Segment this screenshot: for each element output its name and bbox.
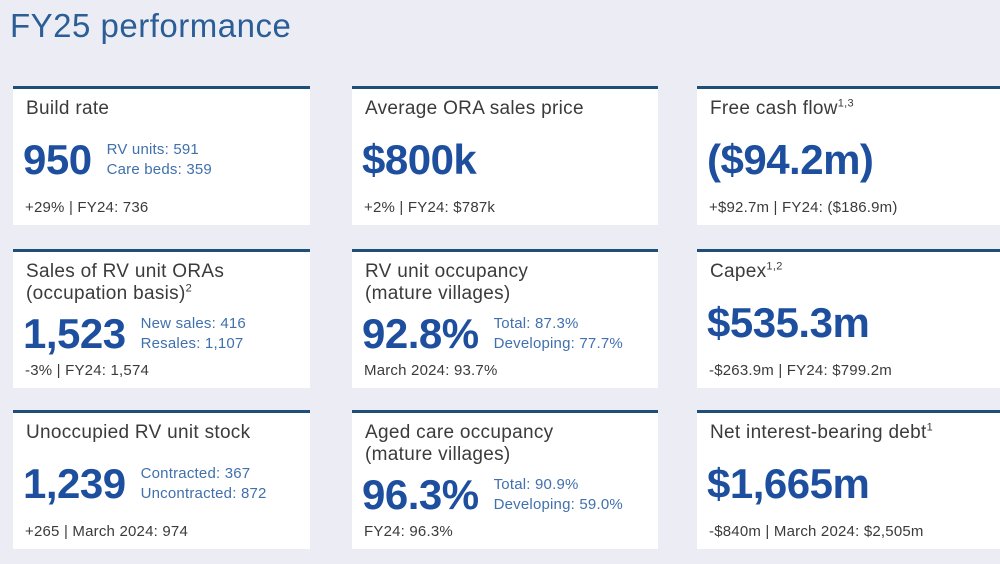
card-title-line: Free cash flow1,3: [710, 97, 854, 119]
card-title-line: Net interest-bearing debt1: [710, 421, 934, 443]
card-title-line: Unoccupied RV unit stock: [26, 422, 251, 443]
kpi-card-avg-ora-sales-price: Average ORA sales price $800k +2% | FY24…: [352, 86, 658, 225]
kpi-breakdown: RV units: 591 Care beds: 359: [107, 140, 212, 179]
kpi-breakdown-line: Uncontracted: 872: [140, 484, 267, 502]
kpi-breakdown-line: Contracted: 367: [140, 465, 251, 483]
kpi-value: $1,665m: [707, 459, 870, 507]
card-title: Sales of RV unit ORAs (occupation basis)…: [23, 261, 298, 306]
card-title-line: Aged care occupancy: [365, 422, 554, 443]
kpi-breakdown-line: Resales: 1,107: [140, 334, 244, 352]
kpi-value-row: 96.3% Total: 90.9% Developing: 59.0%: [362, 471, 646, 519]
kpi-breakdown-line: RV units: 591: [106, 141, 199, 159]
card-title: Average ORA sales price: [362, 98, 646, 120]
card-title-line: Build rate: [26, 98, 110, 119]
kpi-comparison: -$263.9m | FY24: $799.2m: [709, 362, 892, 379]
card-title: Capex1,2: [707, 261, 988, 283]
kpi-value-row: ($94.2m): [707, 136, 988, 184]
kpi-value: 1,523: [23, 309, 126, 357]
kpi-comparison: -$840m | March 2024: $2,505m: [709, 523, 924, 540]
kpi-card-net-interest-bearing-debt: Net interest-bearing debt1 $1,665m -$840…: [697, 410, 1000, 549]
card-title: Aged care occupancy (mature villages): [362, 422, 646, 467]
card-title-line: Average ORA sales price: [365, 98, 584, 119]
kpi-value: 950: [23, 135, 92, 183]
kpi-value-row: $800k: [362, 136, 646, 184]
footnote-superscript: 1,3: [837, 97, 854, 110]
kpi-value-row: 1,239 Contracted: 367 Uncontracted: 872: [23, 460, 298, 508]
kpi-breakdown-line: Total: 87.3%: [493, 315, 579, 333]
kpi-value-row: 92.8% Total: 87.3% Developing: 77.7%: [362, 310, 646, 358]
card-title-line: (mature villages): [365, 444, 511, 466]
kpi-card-aged-care-occupancy: Aged care occupancy (mature villages) 96…: [352, 410, 658, 549]
kpi-value: $535.3m: [707, 298, 870, 346]
kpi-breakdown-line: Care beds: 359: [106, 160, 212, 178]
kpi-value-row: 950 RV units: 591 Care beds: 359: [23, 136, 298, 184]
card-title: Net interest-bearing debt1: [707, 422, 988, 444]
kpi-breakdown: Total: 90.9% Developing: 59.0%: [494, 475, 623, 514]
kpi-value: 96.3%: [362, 470, 479, 518]
card-title-line: (mature villages): [365, 283, 511, 305]
card-title: Unoccupied RV unit stock: [23, 422, 298, 444]
footnote-superscript: 1,2: [766, 260, 783, 273]
kpi-value: 1,239: [23, 459, 126, 507]
kpi-breakdown: New sales: 416 Resales: 1,107: [141, 314, 246, 353]
card-title: RV unit occupancy (mature villages): [362, 261, 646, 306]
kpi-comparison: +29% | FY24: 736: [25, 199, 149, 216]
card-title-line: RV unit occupancy: [365, 261, 529, 282]
card-title: Free cash flow1,3: [707, 98, 988, 120]
kpi-breakdown: Contracted: 367 Uncontracted: 872: [141, 464, 267, 503]
card-title-line: Sales of RV unit ORAs: [26, 261, 225, 282]
kpi-card-capex: Capex1,2 $535.3m -$263.9m | FY24: $799.2…: [697, 249, 1000, 388]
kpi-value-row: 1,523 New sales: 416 Resales: 1,107: [23, 310, 298, 358]
kpi-comparison: -3% | FY24: 1,574: [25, 362, 150, 379]
kpi-comparison: +2% | FY24: $787k: [364, 199, 496, 216]
kpi-value-row: $535.3m: [707, 299, 988, 347]
kpi-value-row: $1,665m: [707, 460, 988, 508]
footnote-superscript: 2: [185, 283, 193, 296]
kpi-comparison: FY24: 96.3%: [364, 523, 453, 540]
kpi-card-rv-ora-sales: Sales of RV unit ORAs (occupation basis)…: [13, 249, 310, 388]
page-title: FY25 performance: [10, 7, 292, 44]
card-title: Build rate: [23, 98, 298, 120]
kpi-breakdown-line: Developing: 77.7%: [493, 334, 623, 352]
kpi-value: ($94.2m): [707, 135, 874, 183]
kpi-breakdown-line: Total: 90.9%: [493, 476, 579, 494]
kpi-value: $800k: [362, 135, 477, 183]
kpi-breakdown: Total: 87.3% Developing: 77.7%: [494, 314, 623, 353]
kpi-card-free-cash-flow: Free cash flow1,3 ($94.2m) +$92.7m | FY2…: [697, 86, 1000, 225]
kpi-comparison: March 2024: 93.7%: [364, 362, 498, 379]
kpi-value: 92.8%: [362, 309, 479, 357]
card-title-line: (occupation basis)2: [26, 283, 193, 305]
footnote-superscript: 1: [926, 421, 934, 434]
kpi-comparison: +$92.7m | FY24: ($186.9m): [709, 199, 898, 216]
kpi-breakdown-line: New sales: 416: [140, 315, 246, 333]
kpi-breakdown-line: Developing: 59.0%: [493, 495, 623, 513]
card-title-line: Capex1,2: [710, 260, 783, 282]
kpi-card-build-rate: Build rate 950 RV units: 591 Care beds: …: [13, 86, 310, 225]
kpi-card-unoccupied-rv-stock: Unoccupied RV unit stock 1,239 Contracte…: [13, 410, 310, 549]
kpi-card-rv-unit-occupancy: RV unit occupancy (mature villages) 92.8…: [352, 249, 658, 388]
kpi-comparison: +265 | March 2024: 974: [25, 523, 188, 540]
